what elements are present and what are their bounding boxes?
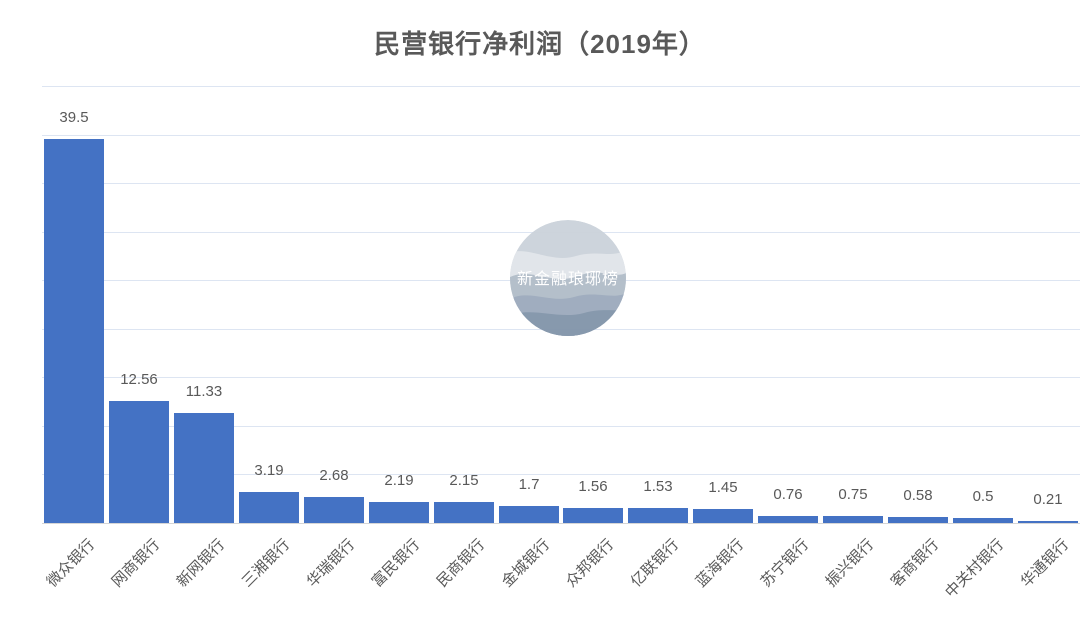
bar-value-label: 0.21 xyxy=(1033,491,1063,508)
bar-value-label: 1.45 xyxy=(708,479,738,496)
bar-富民银行 xyxy=(369,502,429,523)
bar-value-label: 1.53 xyxy=(643,478,673,495)
x-axis-label: 民商银行 xyxy=(433,536,489,591)
bar-value-label: 0.76 xyxy=(773,486,803,503)
gridline xyxy=(42,426,1080,427)
bar-value-label: 0.5 xyxy=(972,488,994,505)
chart-title: 民营银行净利润（2019年） xyxy=(374,29,706,59)
gridline xyxy=(42,183,1080,184)
bar-value-label: 2.68 xyxy=(319,467,349,484)
x-axis-label: 富民银行 xyxy=(368,536,424,591)
bar-金城银行 xyxy=(499,506,559,523)
bar-value-label: 1.56 xyxy=(578,478,608,495)
bar-新网银行 xyxy=(174,413,234,523)
x-axis-label: 华瑞银行 xyxy=(303,536,359,591)
x-axis-label: 微众银行 xyxy=(43,536,99,591)
bar-亿联银行 xyxy=(628,508,688,523)
bar-网商银行 xyxy=(109,401,169,523)
x-axis-label: 网商银行 xyxy=(108,536,164,591)
bar-value-label: 0.58 xyxy=(903,487,933,504)
watermark-text: 新金融琅琊榜 xyxy=(517,269,619,288)
bar-value-label: 2.19 xyxy=(384,472,414,489)
x-axis-label: 中关村银行 xyxy=(942,536,1008,602)
bar-value-label: 39.5 xyxy=(59,109,89,126)
gridline xyxy=(42,377,1080,378)
x-axis-label: 新网银行 xyxy=(173,536,229,591)
bar-民商银行 xyxy=(434,502,494,523)
gridline xyxy=(42,474,1080,475)
bar-苏宁银行 xyxy=(758,516,818,523)
bar-华通银行 xyxy=(1018,521,1078,523)
bar-三湘银行 xyxy=(239,492,299,523)
bar-value-label: 1.7 xyxy=(518,476,540,493)
x-axis-label: 振兴银行 xyxy=(822,536,878,591)
bar-value-label: 2.15 xyxy=(449,472,479,489)
gridline xyxy=(42,135,1080,136)
x-axis-line xyxy=(42,523,1080,524)
x-axis-label: 众邦银行 xyxy=(562,536,618,591)
x-axis-label: 金城银行 xyxy=(498,536,554,591)
bar-value-label: 12.56 xyxy=(120,371,158,388)
bar-华瑞银行 xyxy=(304,497,364,523)
bar-客商银行 xyxy=(888,517,948,523)
bar-value-label: 0.75 xyxy=(838,486,868,503)
bar-微众银行 xyxy=(44,139,104,523)
x-axis-label: 亿联银行 xyxy=(627,536,683,591)
bar-蓝海银行 xyxy=(693,509,753,523)
gridline xyxy=(42,86,1080,87)
x-axis-label: 客商银行 xyxy=(887,536,943,591)
bar-众邦银行 xyxy=(563,508,623,523)
x-axis-label: 三湘银行 xyxy=(238,536,294,591)
bar-value-label: 11.33 xyxy=(185,383,223,400)
x-axis-label: 蓝海银行 xyxy=(692,536,748,591)
x-axis-label: 华通银行 xyxy=(1017,536,1073,591)
bar-中关村银行 xyxy=(953,518,1013,523)
watermark-logo: 新金融琅琊榜 xyxy=(510,220,626,336)
x-axis-label: 苏宁银行 xyxy=(757,536,813,591)
bar-value-label: 3.19 xyxy=(254,462,284,479)
bar-振兴银行 xyxy=(823,516,883,523)
